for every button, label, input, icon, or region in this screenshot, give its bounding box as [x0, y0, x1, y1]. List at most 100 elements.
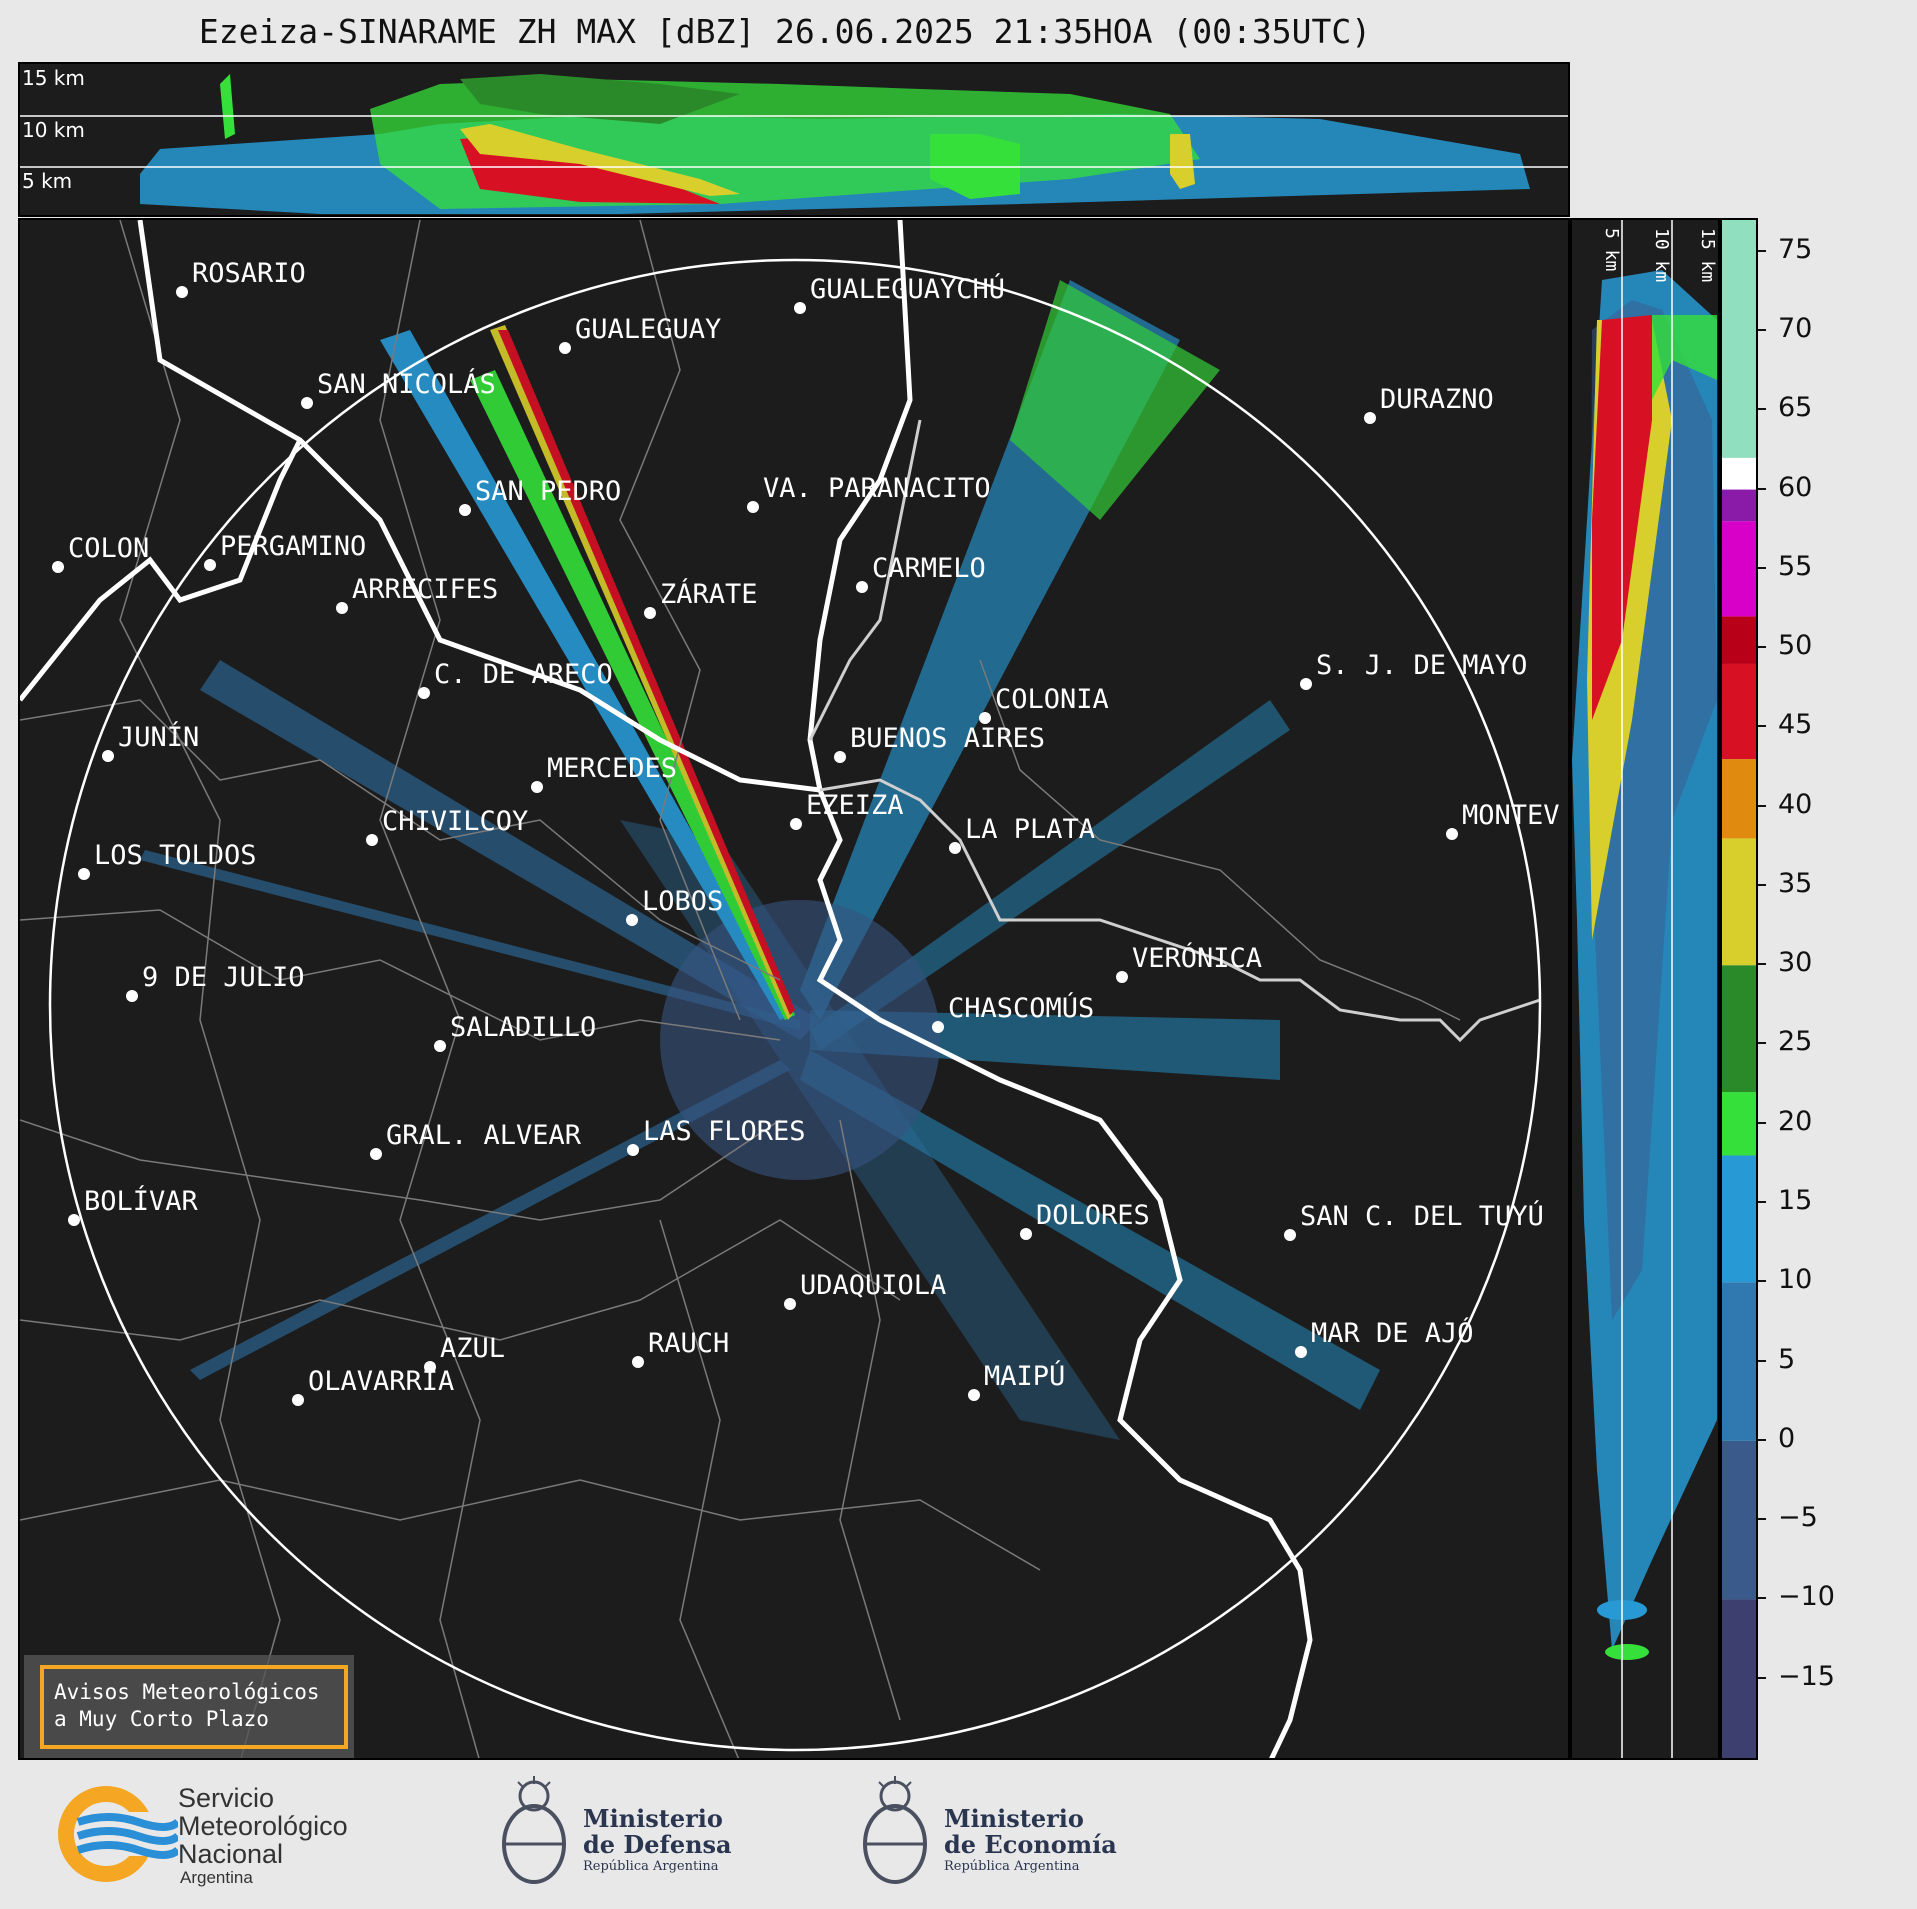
city-label: CHIVILCOY	[382, 806, 528, 837]
colorbar-tick-label: 50	[1778, 630, 1813, 662]
defensa-line-1: Ministerio	[583, 1804, 723, 1833]
city-marker: ROSARIO	[176, 258, 306, 298]
city-label: MAIPÚ	[984, 1360, 1065, 1392]
radar-map: ROSARIO GUALEGUAYCHÚ GUALEGUAY SAN NICOLÁS D…	[18, 218, 1570, 1760]
city-label: LAS FLORES	[643, 1116, 806, 1147]
city-marker: COLON	[52, 533, 149, 573]
city-dot	[336, 602, 348, 614]
city-label: SAN NICOLÁS	[317, 368, 496, 400]
city-marker: S. J. DE MAYO	[1300, 650, 1527, 690]
colorbar-tick-label: −10	[1778, 1581, 1835, 1613]
smn-logo: Servicio Meteorológico Nacional Argentin…	[178, 1784, 348, 1888]
city-dot	[626, 914, 638, 926]
uruguay-coast	[808, 419, 1541, 1043]
city-dot	[1300, 678, 1312, 690]
colorbar-segment	[1722, 1440, 1756, 1600]
city-marker: BUENOS AIRES	[834, 723, 1045, 763]
colorbar-tick-mark	[1758, 249, 1766, 252]
colorbar-tick-mark	[1758, 1597, 1766, 1600]
city-dot	[794, 302, 806, 314]
city-marker: MERCEDES	[531, 753, 677, 793]
city-label: CHASCOMÚS	[948, 992, 1094, 1024]
city-dot	[434, 1040, 446, 1052]
colorbar-tick-label: 65	[1778, 392, 1813, 424]
city-dot	[52, 561, 64, 573]
city-dot	[531, 781, 543, 793]
city-label: 9 DE JULIO	[142, 962, 305, 993]
city-dot	[292, 1394, 304, 1406]
city-marker: MAR DE AJÓ	[1295, 1317, 1474, 1358]
city-marker: ZÁRATE	[644, 578, 758, 619]
city-dot	[204, 559, 216, 571]
city-label: ARRECIFES	[352, 574, 498, 605]
city-label: AZUL	[440, 1333, 505, 1364]
city-dot	[424, 1361, 436, 1373]
smn-line-1: Servicio	[178, 1783, 275, 1813]
city-label: MAR DE AJÓ	[1311, 1317, 1474, 1349]
city-label: RAUCH	[648, 1328, 729, 1359]
economia-logo: Ministerio de Economía República Argenti…	[944, 1806, 1117, 1876]
city-dot	[1020, 1228, 1032, 1240]
colorbar-tick-mark	[1758, 883, 1766, 886]
height-label-15km: 15 km	[22, 66, 85, 90]
city-label: VERÓNICA	[1132, 942, 1262, 974]
economia-line-3: República Argentina	[944, 1859, 1080, 1874]
city-marker: GRAL. ALVEAR	[370, 1120, 582, 1160]
colorbar-tick-label: 10	[1778, 1264, 1813, 1296]
colorbar-segment	[1722, 616, 1756, 664]
colorbar-tick-mark	[1758, 1280, 1766, 1283]
city-dot	[856, 581, 868, 593]
city-dot	[932, 1021, 944, 1033]
colorbar-tick-mark	[1758, 566, 1766, 569]
smn-line-2: Meteorológico	[178, 1811, 348, 1841]
colorbar-tick-mark	[1758, 1676, 1766, 1679]
city-dot	[632, 1356, 644, 1368]
city-marker: VA. PARANACITO	[747, 473, 991, 513]
city-marker: COLONIA	[979, 684, 1109, 724]
colorbar-tick-mark	[1758, 1121, 1766, 1124]
radar-map-plot: ROSARIO GUALEGUAYCHÚ GUALEGUAY SAN NICOLÁS D…	[20, 220, 1568, 1759]
city-label: COLONIA	[995, 684, 1109, 715]
city-marker: JUNÍN	[102, 721, 199, 762]
colorbar-tick-label: 5	[1778, 1343, 1796, 1375]
city-label: LOBOS	[642, 886, 723, 917]
colorbar-segment	[1722, 759, 1756, 839]
top-cross-section: 15 km 10 km 5 km	[18, 62, 1570, 217]
city-dot	[559, 342, 571, 354]
city-dot	[459, 504, 471, 516]
colorbar-segment	[1722, 965, 1756, 1093]
city-marker: SAN C. DEL TUYÚ	[1284, 1200, 1544, 1241]
colorbar-segment	[1722, 1155, 1756, 1283]
city-marker: ARRECIFES	[336, 574, 498, 614]
colorbar-tick-label: −5	[1778, 1502, 1818, 1534]
city-marker: UDAQUIOLA	[784, 1270, 946, 1310]
city-marker: MAIPÚ	[968, 1360, 1065, 1401]
city-marker: PERGAMINO	[204, 531, 366, 571]
side-height-label-15km: 15 km	[1697, 228, 1718, 282]
colorbar-segment	[1722, 838, 1756, 966]
city-marker: VERÓNICA	[1116, 942, 1262, 983]
colorbar-tick-mark	[1758, 408, 1766, 411]
colorbar-tick-label: 30	[1778, 947, 1813, 979]
city-marker: GUALEGUAYCHÚ	[794, 273, 1005, 314]
city-label: DURAZNO	[1380, 384, 1494, 415]
city-dot	[644, 607, 656, 619]
warning-box[interactable]: Avisos Meteorológicos a Muy Corto Plazo	[24, 1655, 354, 1759]
smn-line-3: Nacional	[178, 1839, 284, 1869]
economia-line-1: Ministerio	[944, 1804, 1084, 1833]
height-label-5km: 5 km	[22, 169, 73, 193]
city-marker: BOLÍVAR	[68, 1185, 199, 1226]
colorbar-tick-mark	[1758, 1359, 1766, 1362]
city-dot	[949, 842, 961, 854]
city-marker: LOS TOLDOS	[78, 840, 257, 880]
defensa-line-2: de Defensa	[583, 1830, 732, 1859]
city-label: OLAVARRÍA	[308, 1365, 454, 1397]
smn-logo-icon	[58, 1786, 178, 1882]
city-label: MONTEV	[1462, 800, 1560, 831]
city-label: LA PLATA	[965, 814, 1095, 845]
colorbar-tick-label: 25	[1778, 1026, 1813, 1058]
side-cross-section-plot: 5 km 10 km 15 km	[1572, 220, 1718, 1758]
colorbar-tick-mark	[1758, 1042, 1766, 1045]
colorbar-segment	[1722, 1092, 1756, 1156]
city-dot	[1364, 412, 1376, 424]
